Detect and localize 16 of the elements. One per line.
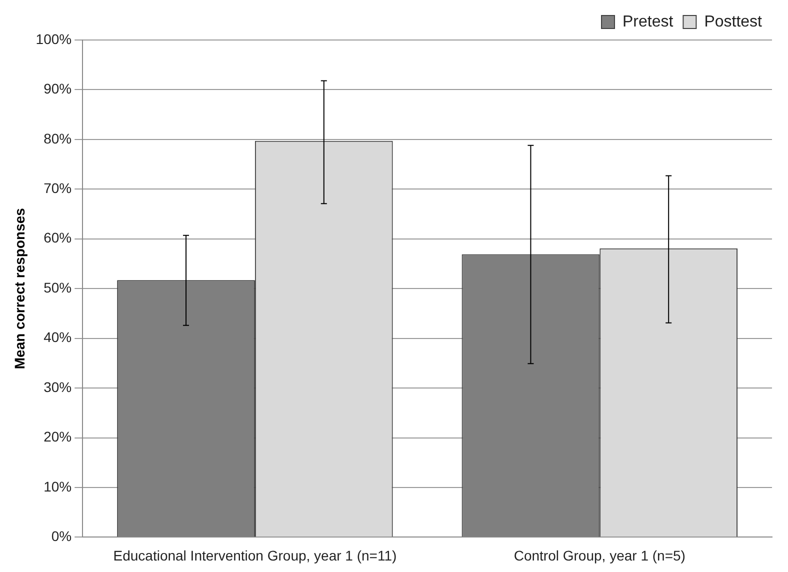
- y-tick-label: 70%: [44, 180, 72, 196]
- y-axis-title: Mean correct responses: [11, 208, 28, 370]
- y-tick-label: 60%: [44, 230, 72, 246]
- y-tick-label: 30%: [44, 378, 72, 395]
- y-tick-label: 80%: [44, 130, 72, 146]
- x-tick-label: Control Group, year 1 (n=5): [514, 547, 686, 564]
- y-tick-label: 0%: [51, 528, 72, 544]
- y-tick-label: 90%: [44, 80, 72, 97]
- y-tick-label: 50%: [44, 279, 72, 296]
- y-tick-label: 10%: [44, 478, 72, 494]
- y-tick-label: 20%: [44, 428, 72, 445]
- y-tick-label: 40%: [44, 329, 72, 346]
- x-tick-label: Educational Intervention Group, year 1 (n=11): [113, 547, 397, 564]
- legend-label: Pretest: [622, 13, 674, 30]
- y-tick-label: 100%: [36, 30, 72, 47]
- legend-label: Posttest: [704, 13, 763, 30]
